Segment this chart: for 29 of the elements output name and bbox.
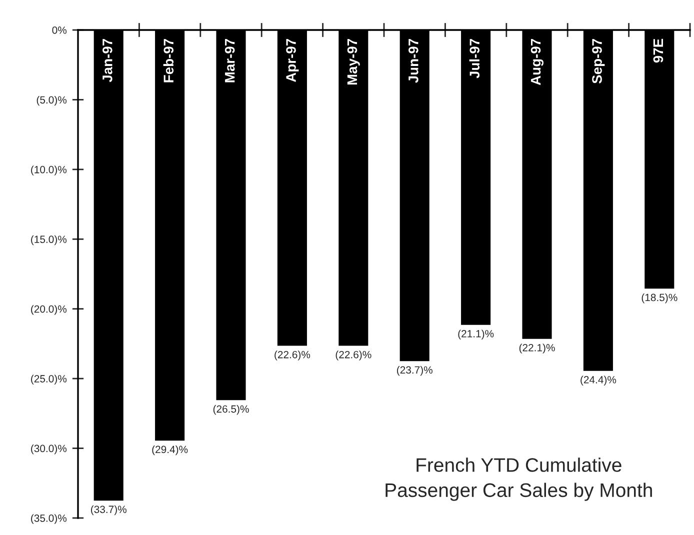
data-label: (26.5)%	[213, 405, 249, 415]
data-label: (22.6)%	[336, 350, 372, 360]
y-tick-label: 0%	[52, 26, 67, 34]
data-label: (24.4)%	[580, 376, 616, 386]
x-tick-label: Aug-97	[530, 38, 544, 86]
data-label: (22.1)%	[519, 344, 555, 354]
data-label: (18.5)%	[642, 294, 678, 304]
text: French YTD Cumulative Passenger Car Sales by Month	[386, 458, 652, 501]
y-tick-label: (30.0)%	[31, 444, 67, 454]
x-tick-label: Sep-97	[592, 38, 605, 84]
y-tick-label: (35.0)%	[31, 514, 67, 524]
x-tick-label: 97E	[653, 38, 664, 63]
data-label: (21.1)%	[458, 330, 494, 340]
x-tick-label: Jan-97	[102, 38, 112, 82]
data-label: (22.6)%	[274, 350, 310, 360]
x-tick-label: Mar-97	[224, 38, 235, 82]
y-tick-label: (5.0)%	[36, 96, 67, 106]
x-tick-label: Apr-97	[286, 38, 299, 82]
y-tick-label: (15.0)%	[31, 235, 67, 246]
data-label: (33.7)%	[91, 505, 126, 516]
x-tick-label: Jul-97	[469, 38, 480, 78]
x-tick-label: Jun-97	[408, 38, 418, 83]
data-label: (29.4)%	[152, 445, 188, 456]
y-tick-label: (10.0)%	[31, 166, 67, 176]
x-tick-label: May-97	[347, 38, 360, 85]
data-label: (23.7)%	[397, 366, 432, 376]
y-tick-label: (25.0)%	[31, 374, 67, 384]
x-tick-label: Feb-97	[163, 38, 174, 82]
y-tick-label: (20.0)%	[31, 305, 67, 315]
